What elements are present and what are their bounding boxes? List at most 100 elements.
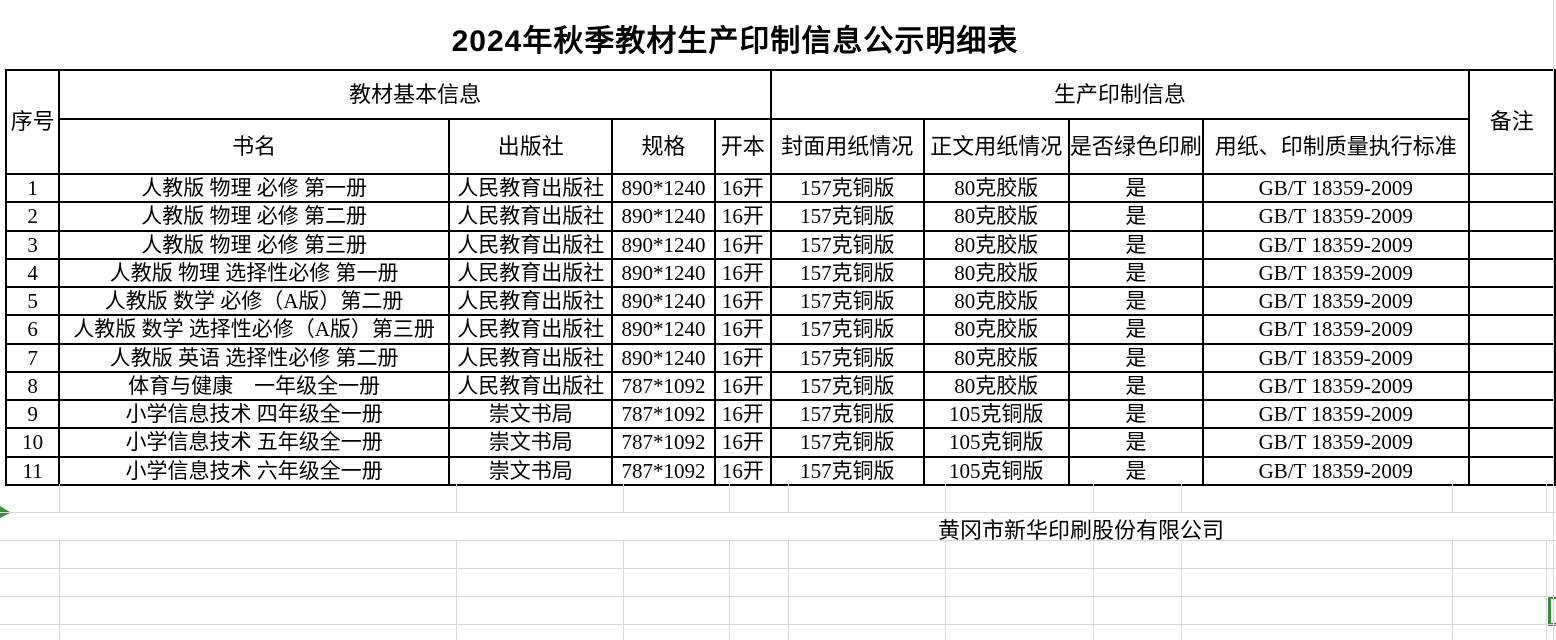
cell-publisher[interactable]: 人民教育出版社	[447, 370, 614, 402]
cell-spec[interactable]: 890*1240	[611, 172, 716, 204]
active-cell-selection[interactable]	[1548, 596, 1556, 626]
cell-remark[interactable]	[1467, 201, 1556, 232]
cell-index[interactable]: 9	[4, 398, 61, 430]
cell-cover-paper[interactable]: 157克铜版	[770, 398, 925, 430]
cell-cover-paper[interactable]: 157克铜版	[770, 229, 925, 260]
cell-remark[interactable]	[1467, 342, 1556, 373]
cell-publisher[interactable]: 人民教育出版社	[447, 172, 614, 204]
cell-green-print[interactable]: 是	[1067, 427, 1204, 458]
cell-standard[interactable]: GB/T 18359-2009	[1201, 455, 1470, 486]
cell-index[interactable]: 4	[4, 257, 61, 289]
group-header-basic-info[interactable]: 教材基本信息	[58, 69, 773, 120]
cell-spec[interactable]: 890*1240	[611, 342, 716, 373]
cell-cover-paper[interactable]: 157克铜版	[770, 455, 925, 486]
col-header-green-print[interactable]: 是否绿色印刷	[1067, 118, 1204, 175]
footer-company-name[interactable]: 黄冈市新华印刷股份有限公司	[938, 518, 1225, 543]
cell-book-name[interactable]: 人教版 数学 选择性必修（A版）第三册	[58, 314, 450, 345]
cell-publisher[interactable]: 崇文书局	[447, 398, 614, 430]
cell-remark[interactable]	[1467, 229, 1556, 260]
cell-remark[interactable]	[1467, 314, 1556, 345]
cell-book-name[interactable]: 人教版 数学 必修（A版）第二册	[58, 285, 450, 317]
cell-body-paper[interactable]: 105克铜版	[922, 398, 1070, 430]
cell-cover-paper[interactable]: 157克铜版	[770, 314, 925, 345]
cell-cover-paper[interactable]: 157克铜版	[770, 257, 925, 289]
cell-format[interactable]: 16开	[713, 257, 773, 289]
cell-body-paper[interactable]: 80克胶版	[922, 201, 1070, 232]
cell-format[interactable]: 16开	[713, 398, 773, 430]
cell-index[interactable]: 11	[4, 455, 61, 486]
cell-green-print[interactable]: 是	[1067, 257, 1204, 289]
cell-cover-paper[interactable]: 157克铜版	[770, 342, 925, 373]
cell-cover-paper[interactable]: 157克铜版	[770, 172, 925, 204]
cell-book-name[interactable]: 人教版 物理 必修 第三册	[58, 229, 450, 260]
cell-publisher[interactable]: 崇文书局	[447, 455, 614, 486]
cell-index[interactable]: 3	[4, 229, 61, 260]
cell-book-name[interactable]: 人教版 物理 选择性必修 第一册	[58, 257, 450, 289]
cell-cover-paper[interactable]: 157克铜版	[770, 370, 925, 402]
col-header-format[interactable]: 开本	[713, 118, 773, 175]
cell-remark[interactable]	[1467, 455, 1556, 486]
cell-book-name[interactable]: 小学信息技术 五年级全一册	[58, 427, 450, 458]
cell-remark[interactable]	[1467, 257, 1556, 289]
cell-body-paper[interactable]: 105克铜版	[922, 455, 1070, 486]
cell-book-name[interactable]: 人教版 物理 必修 第一册	[58, 172, 450, 204]
cell-publisher[interactable]: 人民教育出版社	[447, 201, 614, 232]
cell-spec[interactable]: 787*1092	[611, 398, 716, 430]
cell-spec[interactable]: 787*1092	[611, 427, 716, 458]
cell-publisher[interactable]: 人民教育出版社	[447, 229, 614, 260]
cell-index[interactable]: 8	[4, 370, 61, 402]
cell-standard[interactable]: GB/T 18359-2009	[1201, 229, 1470, 260]
cell-body-paper[interactable]: 80克胶版	[922, 285, 1070, 317]
cell-publisher[interactable]: 人民教育出版社	[447, 314, 614, 345]
cell-standard[interactable]: GB/T 18359-2009	[1201, 342, 1470, 373]
col-header-index[interactable]: 序号	[4, 69, 61, 175]
cell-standard[interactable]: GB/T 18359-2009	[1201, 398, 1470, 430]
cell-cover-paper[interactable]: 157克铜版	[770, 201, 925, 232]
cell-publisher[interactable]: 人民教育出版社	[447, 342, 614, 373]
cell-book-name[interactable]: 小学信息技术 六年级全一册	[58, 455, 450, 486]
cell-remark[interactable]	[1467, 285, 1556, 317]
cell-format[interactable]: 16开	[713, 314, 773, 345]
cell-spec[interactable]: 890*1240	[611, 285, 716, 317]
cell-format[interactable]: 16开	[713, 229, 773, 260]
cell-book-name[interactable]: 人教版 英语 选择性必修 第二册	[58, 342, 450, 373]
col-header-publisher[interactable]: 出版社	[447, 118, 614, 175]
cell-standard[interactable]: GB/T 18359-2009	[1201, 285, 1470, 317]
cell-green-print[interactable]: 是	[1067, 398, 1204, 430]
cell-book-name[interactable]: 小学信息技术 四年级全一册	[58, 398, 450, 430]
cell-green-print[interactable]: 是	[1067, 314, 1204, 345]
cell-index[interactable]: 1	[4, 172, 61, 204]
cell-green-print[interactable]: 是	[1067, 370, 1204, 402]
cell-body-paper[interactable]: 80克胶版	[922, 172, 1070, 204]
cell-format[interactable]: 16开	[713, 201, 773, 232]
cell-index[interactable]: 6	[4, 314, 61, 345]
cell-standard[interactable]: GB/T 18359-2009	[1201, 370, 1470, 402]
cell-format[interactable]: 16开	[713, 370, 773, 402]
cell-body-paper[interactable]: 80克胶版	[922, 342, 1070, 373]
cell-index[interactable]: 2	[4, 201, 61, 232]
cell-green-print[interactable]: 是	[1067, 455, 1204, 486]
cell-remark[interactable]	[1467, 398, 1556, 430]
cell-publisher[interactable]: 崇文书局	[447, 427, 614, 458]
cell-standard[interactable]: GB/T 18359-2009	[1201, 201, 1470, 232]
cell-body-paper[interactable]: 80克胶版	[922, 370, 1070, 402]
col-header-cover-paper[interactable]: 封面用纸情况	[770, 118, 925, 175]
cell-spec[interactable]: 787*1092	[611, 370, 716, 402]
cell-spec[interactable]: 890*1240	[611, 229, 716, 260]
cell-spec[interactable]: 890*1240	[611, 257, 716, 289]
cell-remark[interactable]	[1467, 427, 1556, 458]
col-header-book-name[interactable]: 书名	[58, 118, 450, 175]
cell-index[interactable]: 5	[4, 285, 61, 317]
cell-index[interactable]: 7	[4, 342, 61, 373]
cell-standard[interactable]: GB/T 18359-2009	[1201, 427, 1470, 458]
cell-green-print[interactable]: 是	[1067, 172, 1204, 204]
cell-cover-paper[interactable]: 157克铜版	[770, 427, 925, 458]
cell-cover-paper[interactable]: 157克铜版	[770, 285, 925, 317]
col-header-spec[interactable]: 规格	[611, 118, 716, 175]
cell-remark[interactable]	[1467, 172, 1556, 204]
cell-spec[interactable]: 890*1240	[611, 314, 716, 345]
col-header-body-paper[interactable]: 正文用纸情况	[922, 118, 1070, 175]
cell-body-paper[interactable]: 80克胶版	[922, 257, 1070, 289]
cell-standard[interactable]: GB/T 18359-2009	[1201, 314, 1470, 345]
cell-remark[interactable]	[1467, 370, 1556, 402]
